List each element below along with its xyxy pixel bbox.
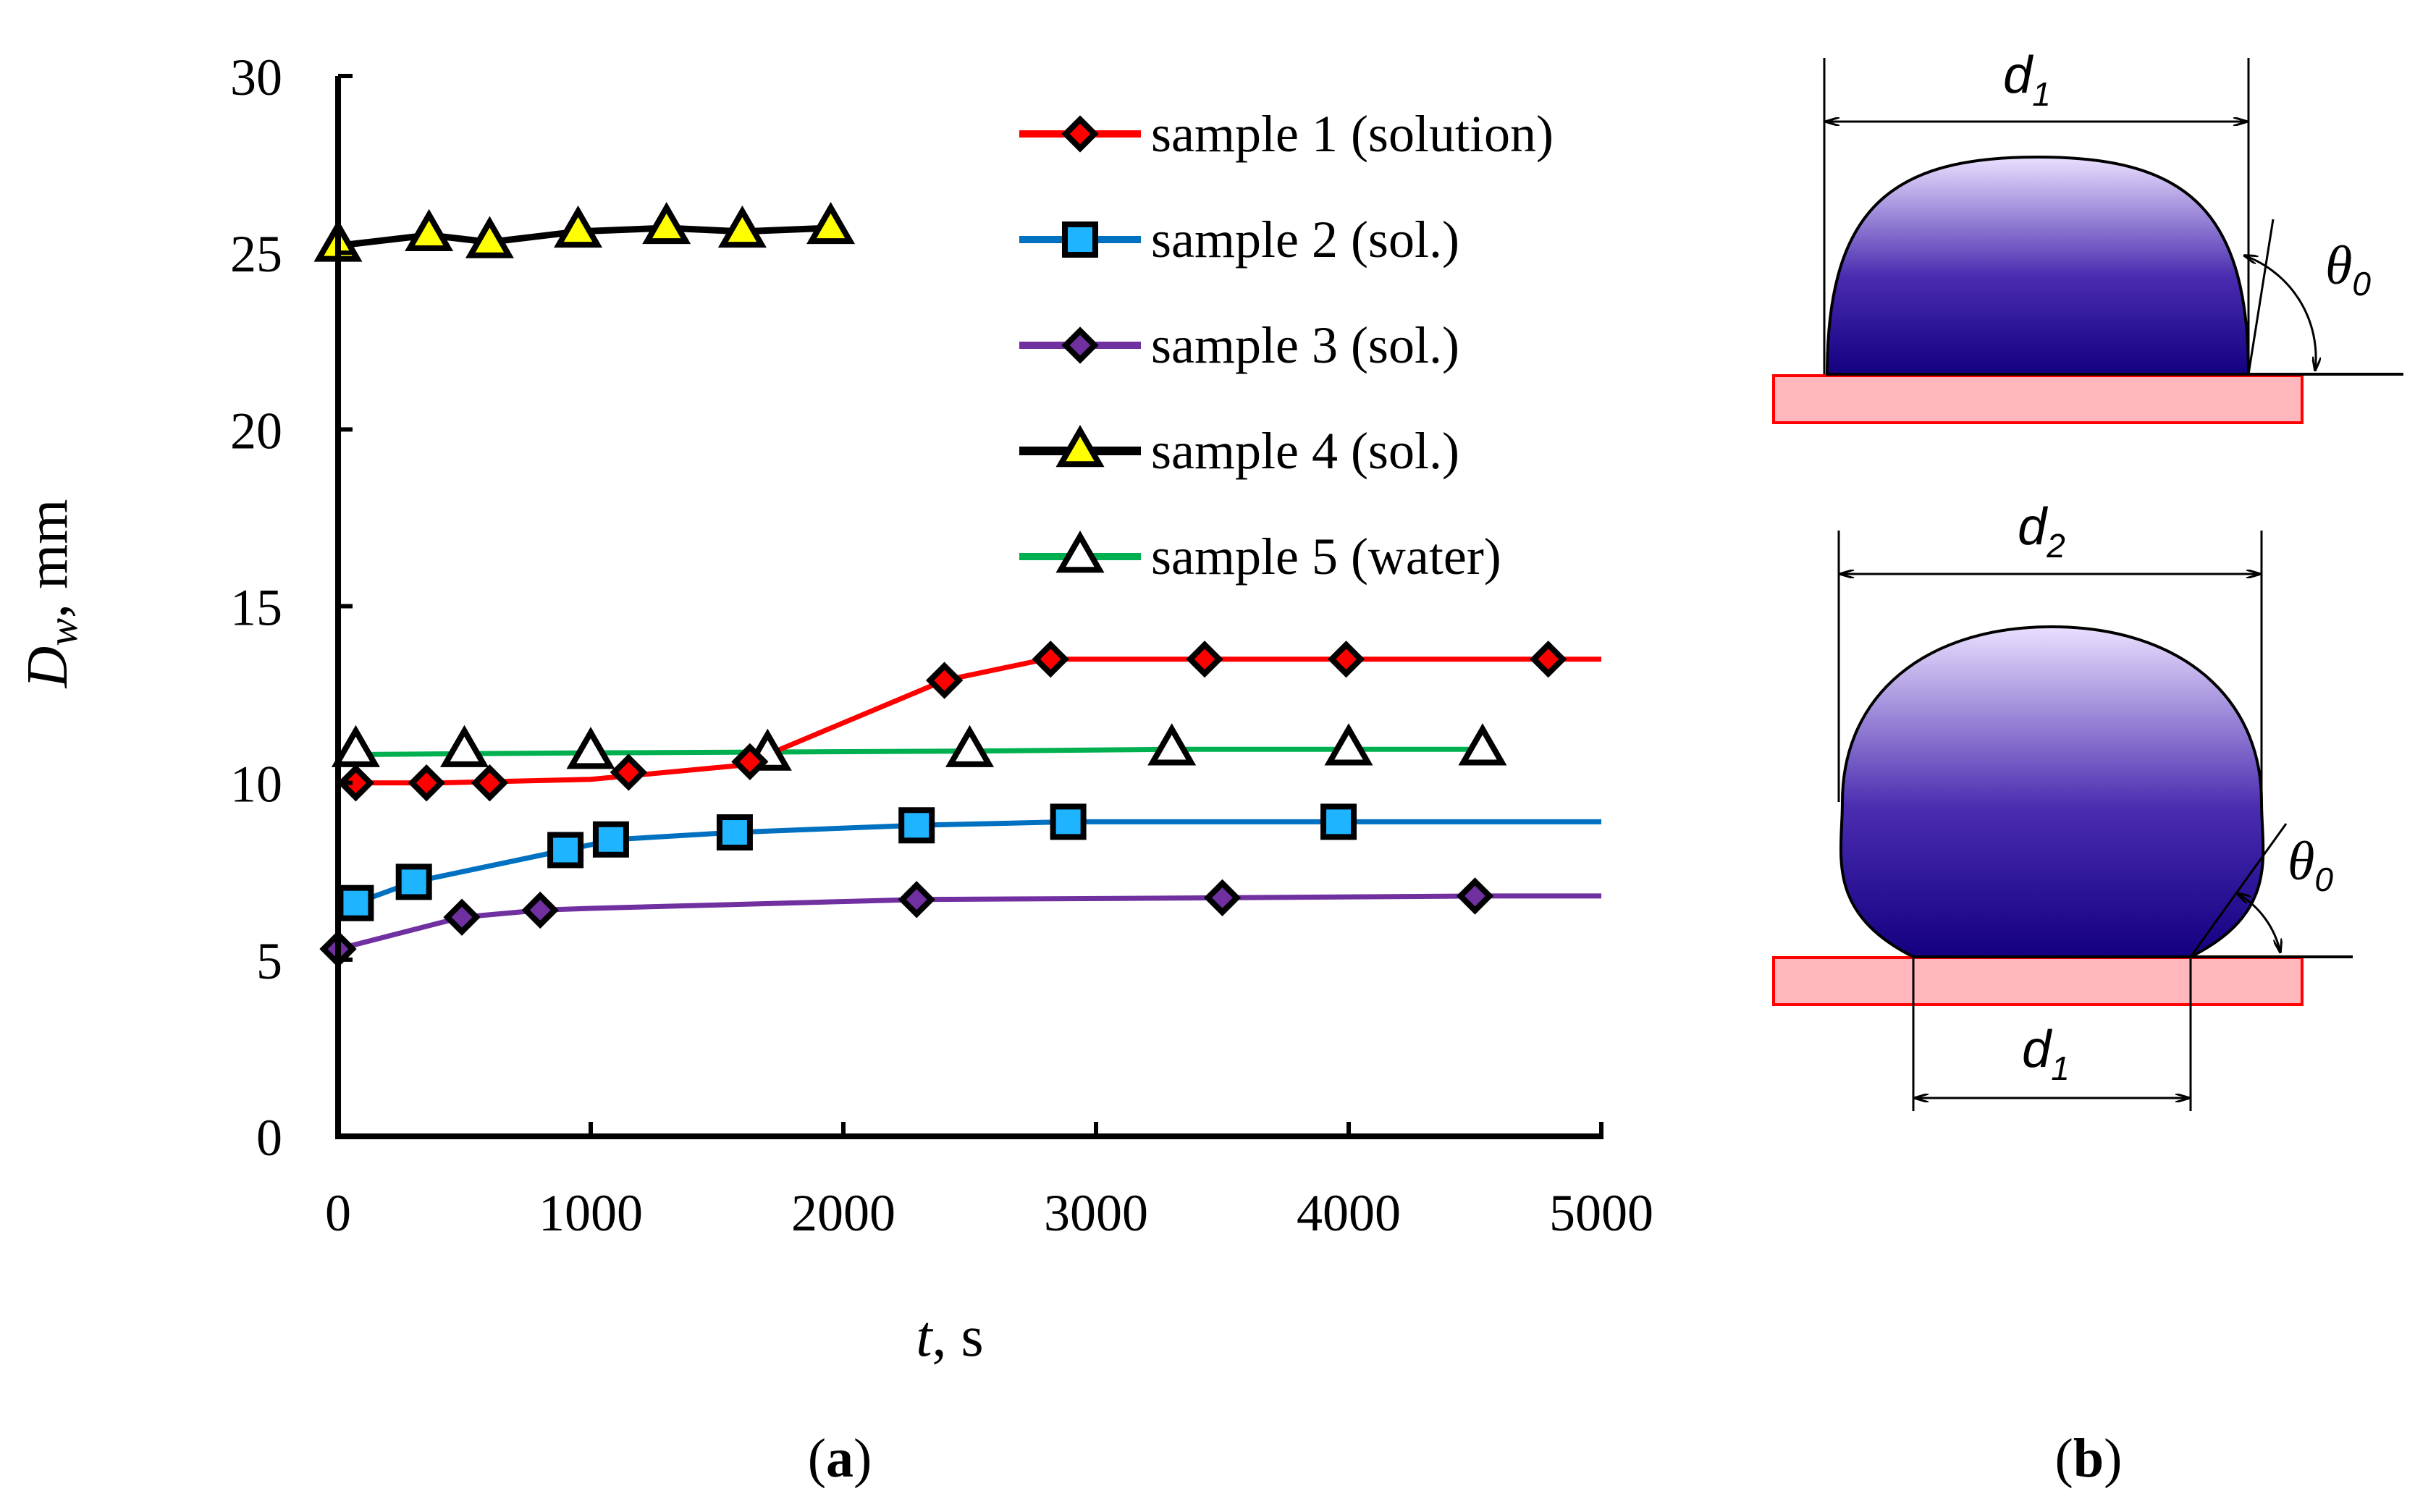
- data-point-sample-1-solution: [1186, 641, 1223, 678]
- panel-label-a: (a): [808, 1428, 872, 1489]
- legend-label-sample-4-sol: sample 4 (sol.): [1151, 422, 1459, 480]
- legend-marker-sample-4-sol: [1055, 424, 1105, 468]
- data-point-sample-4-sol: [717, 205, 767, 248]
- data-point-sample-2-sol: [898, 807, 935, 844]
- x-axis-ticks: 0 1000 2000 3000 4000 5000: [325, 1122, 1653, 1242]
- line-chart: 0 5 10 15 20 25 30 0 1000 2000 3000 4000 5000 Dw, m…: [16, 48, 1653, 1489]
- droplet-top-group: d1 θ0: [1772, 46, 2403, 424]
- x-tick-label: 5000: [1549, 1184, 1653, 1242]
- legend-label-sample-5-water: sample 5 (water): [1151, 528, 1501, 586]
- y-axis-title: Dw, mm: [16, 499, 86, 689]
- y-axis-ticks: 0 5 10 15 20 25 30: [230, 48, 353, 1167]
- data-point-sample-1-solution: [1032, 641, 1069, 678]
- droplet-bottom: [1839, 625, 2265, 958]
- data-point-sample-2-sol: [1050, 803, 1087, 840]
- legend-label-sample-1-solution: sample 1 (solution): [1151, 105, 1554, 163]
- data-point-sample-1-solution: [610, 753, 648, 791]
- data-point-sample-2-sol: [1320, 803, 1357, 840]
- x-axis-title: t, s: [916, 1305, 983, 1369]
- y-axis-subscript: w: [39, 618, 86, 646]
- tangent-line-bottom: [2189, 823, 2288, 958]
- data-point-sample-3-sol: [1456, 877, 1494, 915]
- data-point-sample-1-solution: [471, 764, 509, 802]
- data-point-sample-1-solution: [408, 764, 445, 802]
- x-tick-label: 4000: [1297, 1184, 1401, 1242]
- tangent-line-top: [2247, 219, 2275, 375]
- angle-label-bottom: θ0: [2288, 831, 2333, 898]
- y-tick-label: 20: [230, 402, 282, 460]
- x-tick-label: 2000: [791, 1184, 895, 1242]
- series-markers: [313, 201, 1567, 968]
- y-tick-label: 10: [230, 756, 282, 814]
- legend-label-sample-3-sol: sample 3 (sol.): [1151, 316, 1459, 374]
- data-point-sample-4-sol: [465, 216, 514, 258]
- data-point-sample-3-sol: [521, 891, 559, 929]
- substrate-bottom: [1772, 956, 2304, 1006]
- data-point-sample-5-water: [439, 725, 489, 767]
- x-axis-unit: , s: [932, 1305, 984, 1369]
- data-point-sample-4-sol: [554, 205, 603, 248]
- data-point-sample-1-solution: [1530, 641, 1567, 678]
- data-point-sample-2-sol: [716, 814, 753, 851]
- data-point-sample-1-solution: [1327, 641, 1365, 678]
- legend-marker-sample-5-water: [1055, 530, 1105, 573]
- data-point-sample-2-sol: [337, 884, 374, 921]
- droplet-bottom-group: d2 d1 θ0: [1772, 498, 2353, 1111]
- legend-marker-sample-3-sol: [1061, 326, 1099, 364]
- x-tick-label: 1000: [539, 1184, 643, 1242]
- data-point-sample-4-sol: [642, 201, 691, 245]
- data-point-sample-5-water: [1147, 723, 1197, 766]
- y-axis-unit: , mm: [16, 499, 80, 618]
- series-line-sample-2-sol: [355, 819, 1601, 905]
- width-label-bottom: d2: [2018, 498, 2065, 565]
- y-tick-label: 0: [256, 1109, 282, 1167]
- data-point-sample-5-water: [566, 727, 615, 769]
- data-point-sample-3-sol: [443, 898, 481, 936]
- series-line-sample-5-water: [337, 746, 1488, 758]
- data-point-sample-2-sol: [592, 821, 629, 858]
- data-point-sample-1-solution: [925, 662, 964, 699]
- base-width-label: d1: [2022, 1021, 2070, 1087]
- data-point-sample-4-sol: [405, 208, 454, 251]
- data-point-sample-1-solution: [731, 743, 769, 781]
- substrate-top: [1772, 374, 2304, 424]
- legend-marker-sample-1-solution: [1061, 115, 1099, 153]
- width-label-top: d1: [2003, 46, 2051, 113]
- x-tick-label: 3000: [1044, 1184, 1148, 1242]
- panel-label-b: (b): [2055, 1428, 2123, 1489]
- legend-marker-sample-2-sol: [1062, 221, 1098, 258]
- data-point-sample-3-sol: [898, 881, 935, 918]
- legend-label-sample-2-sol: sample 2 (sol.): [1151, 211, 1459, 269]
- data-point-sample-5-water: [1324, 723, 1373, 766]
- data-point-sample-5-water: [331, 725, 380, 767]
- angle-arc-bottom: [2237, 893, 2280, 953]
- data-point-sample-2-sol: [395, 863, 432, 900]
- data-point-sample-4-sol: [806, 201, 856, 245]
- y-axis-variable: D: [16, 646, 80, 689]
- droplet-diagram: d1 θ0 d2 d1 θ0 (b): [1772, 46, 2403, 1489]
- legend: sample 1 (solution) sample 2 (sol.) sample…: [1019, 105, 1554, 586]
- angle-arc-top: [2244, 255, 2316, 371]
- data-point-sample-5-water: [945, 725, 995, 767]
- series-line-sample-3-sol: [337, 893, 1601, 952]
- y-tick-label: 5: [256, 932, 282, 990]
- droplet-top: [1825, 155, 2251, 376]
- data-point-sample-3-sol: [1203, 879, 1242, 917]
- y-tick-label: 15: [230, 579, 282, 637]
- y-tick-label: 30: [230, 48, 282, 106]
- angle-label-top: θ0: [2325, 235, 2371, 303]
- data-point-sample-2-sol: [547, 832, 584, 869]
- data-point-sample-5-water: [1458, 723, 1507, 766]
- x-axis-variable: t: [916, 1305, 933, 1369]
- data-point-sample-1-solution: [337, 764, 375, 802]
- x-tick-label: 0: [325, 1184, 351, 1242]
- y-tick-label: 25: [230, 225, 282, 283]
